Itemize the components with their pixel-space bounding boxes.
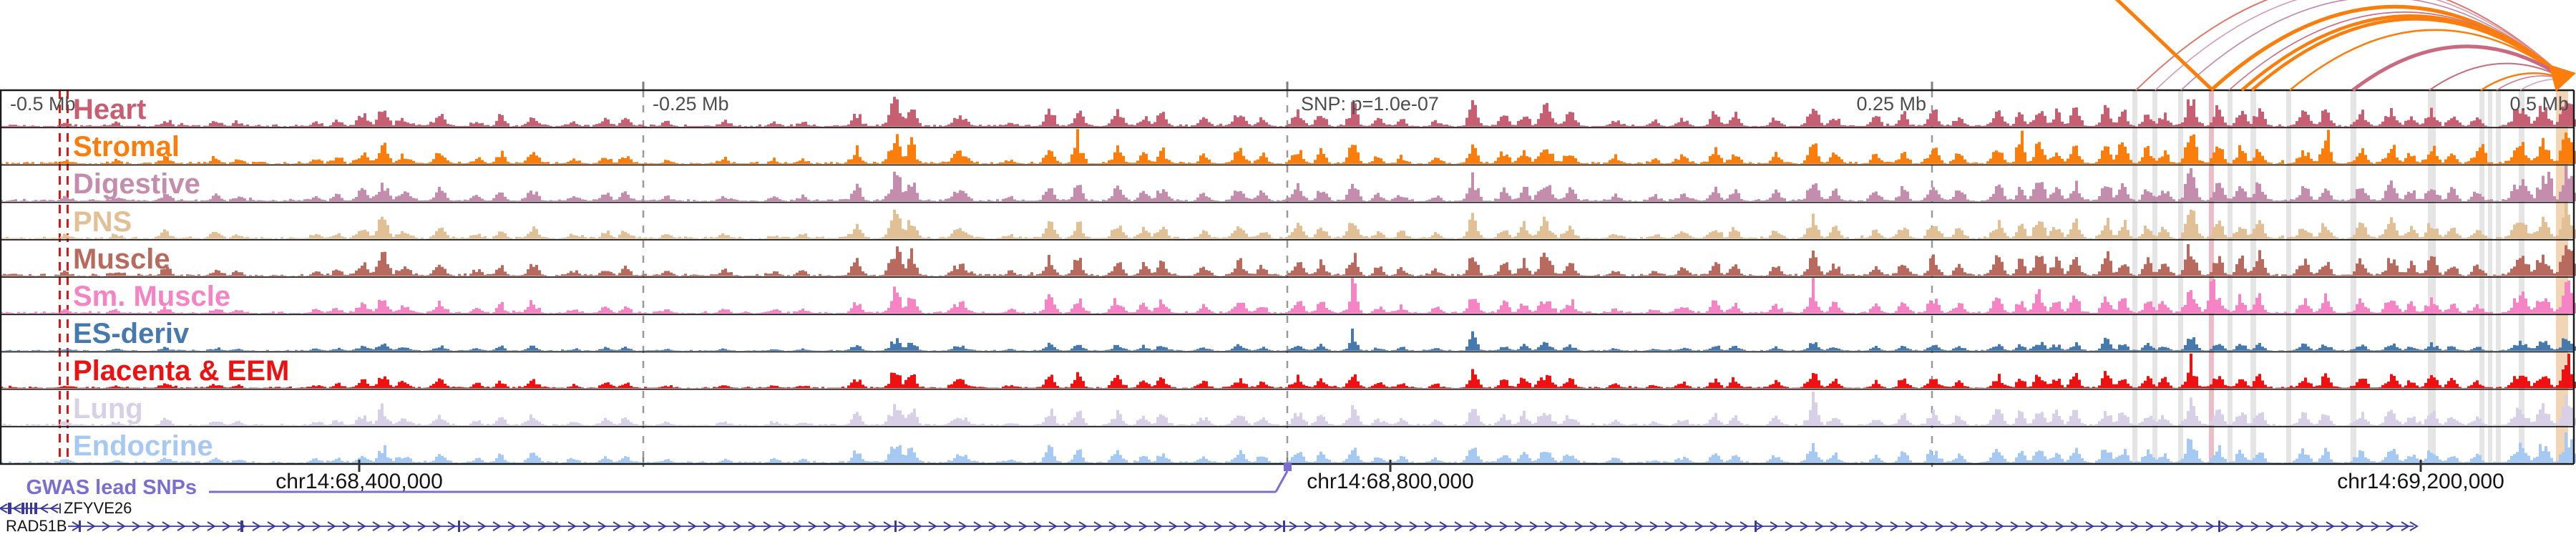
coordinate-label: chr14:68,800,000 [1307, 470, 1474, 493]
gwas-lead-snp-marker[interactable] [1284, 463, 1292, 471]
track-label-stromal: Stromal [73, 131, 180, 163]
interaction-arc[interactable] [2429, 62, 2568, 91]
signal-track-sm-muscle[interactable] [0, 278, 2576, 314]
interaction-arc[interactable] [2351, 44, 2569, 92]
track-label-placenta-eem: Placenta & EEM [73, 355, 290, 387]
interaction-arc[interactable] [2155, 0, 2568, 91]
signal-track-pns[interactable] [0, 203, 2576, 239]
gene-label-zfyve26: ZFYVE26 [64, 499, 132, 517]
track-label-sm-muscle: Sm. Muscle [73, 281, 231, 312]
ruler-label-minus-0-5-mb: -0.5 Mb [10, 93, 76, 115]
ruler-label-snp-annotation: SNP: p=1.0e-07 [1301, 93, 1439, 115]
arc-anchor-arrowhead-icon [2549, 64, 2576, 92]
interaction-arc[interactable] [2135, 0, 2568, 91]
track-label-heart: Heart [73, 94, 147, 125]
ruler-label-plus-0-5-mb: 0.5 Mb [2509, 93, 2569, 115]
coordinate-label: chr14:68,400,000 [275, 470, 443, 493]
track-label-pns: PNS [73, 205, 132, 238]
interaction-arc[interactable] [2250, 17, 2569, 92]
gene-glyph-rad51b[interactable] [68, 521, 2419, 532]
track-label-lung: Lung [73, 392, 143, 425]
coordinate-label: chr14:69,200,000 [2337, 470, 2504, 493]
signal-track-es-deriv[interactable] [0, 328, 2576, 351]
gene-glyph-zfyve26[interactable] [0, 503, 61, 514]
signal-track-endocrine[interactable] [0, 432, 2576, 463]
gwas-snp-connector [1274, 470, 1289, 493]
signal-track-placenta-eem[interactable] [0, 353, 2576, 389]
interaction-arc[interactable] [2240, 14, 2569, 92]
signal-track-digestive[interactable] [0, 165, 2576, 202]
gwas-track-label: GWAS lead SNPs [26, 476, 197, 499]
interaction-arc[interactable] [2289, 29, 2568, 91]
signal-track-lung[interactable] [0, 392, 2576, 426]
signal-track-heart[interactable] [0, 97, 2576, 127]
track-label-endocrine: Endocrine [73, 430, 213, 462]
signal-track-stromal[interactable] [0, 129, 2576, 164]
interaction-arc-clipped[interactable] [2113, 0, 2212, 90]
track-label-es-deriv: ES-deriv [73, 318, 190, 350]
ruler-label-minus-0-25-mb: -0.25 Mb [653, 93, 729, 115]
track-label-digestive: Digestive [73, 168, 200, 200]
track-label-muscle: Muscle [73, 243, 170, 275]
gene-label-rad51b: RAD51B [6, 517, 67, 535]
signal-track-muscle[interactable] [0, 244, 2576, 276]
interaction-arc[interactable] [2228, 11, 2568, 91]
ruler-label-plus-0-25-mb: 0.25 Mb [1856, 93, 1926, 115]
